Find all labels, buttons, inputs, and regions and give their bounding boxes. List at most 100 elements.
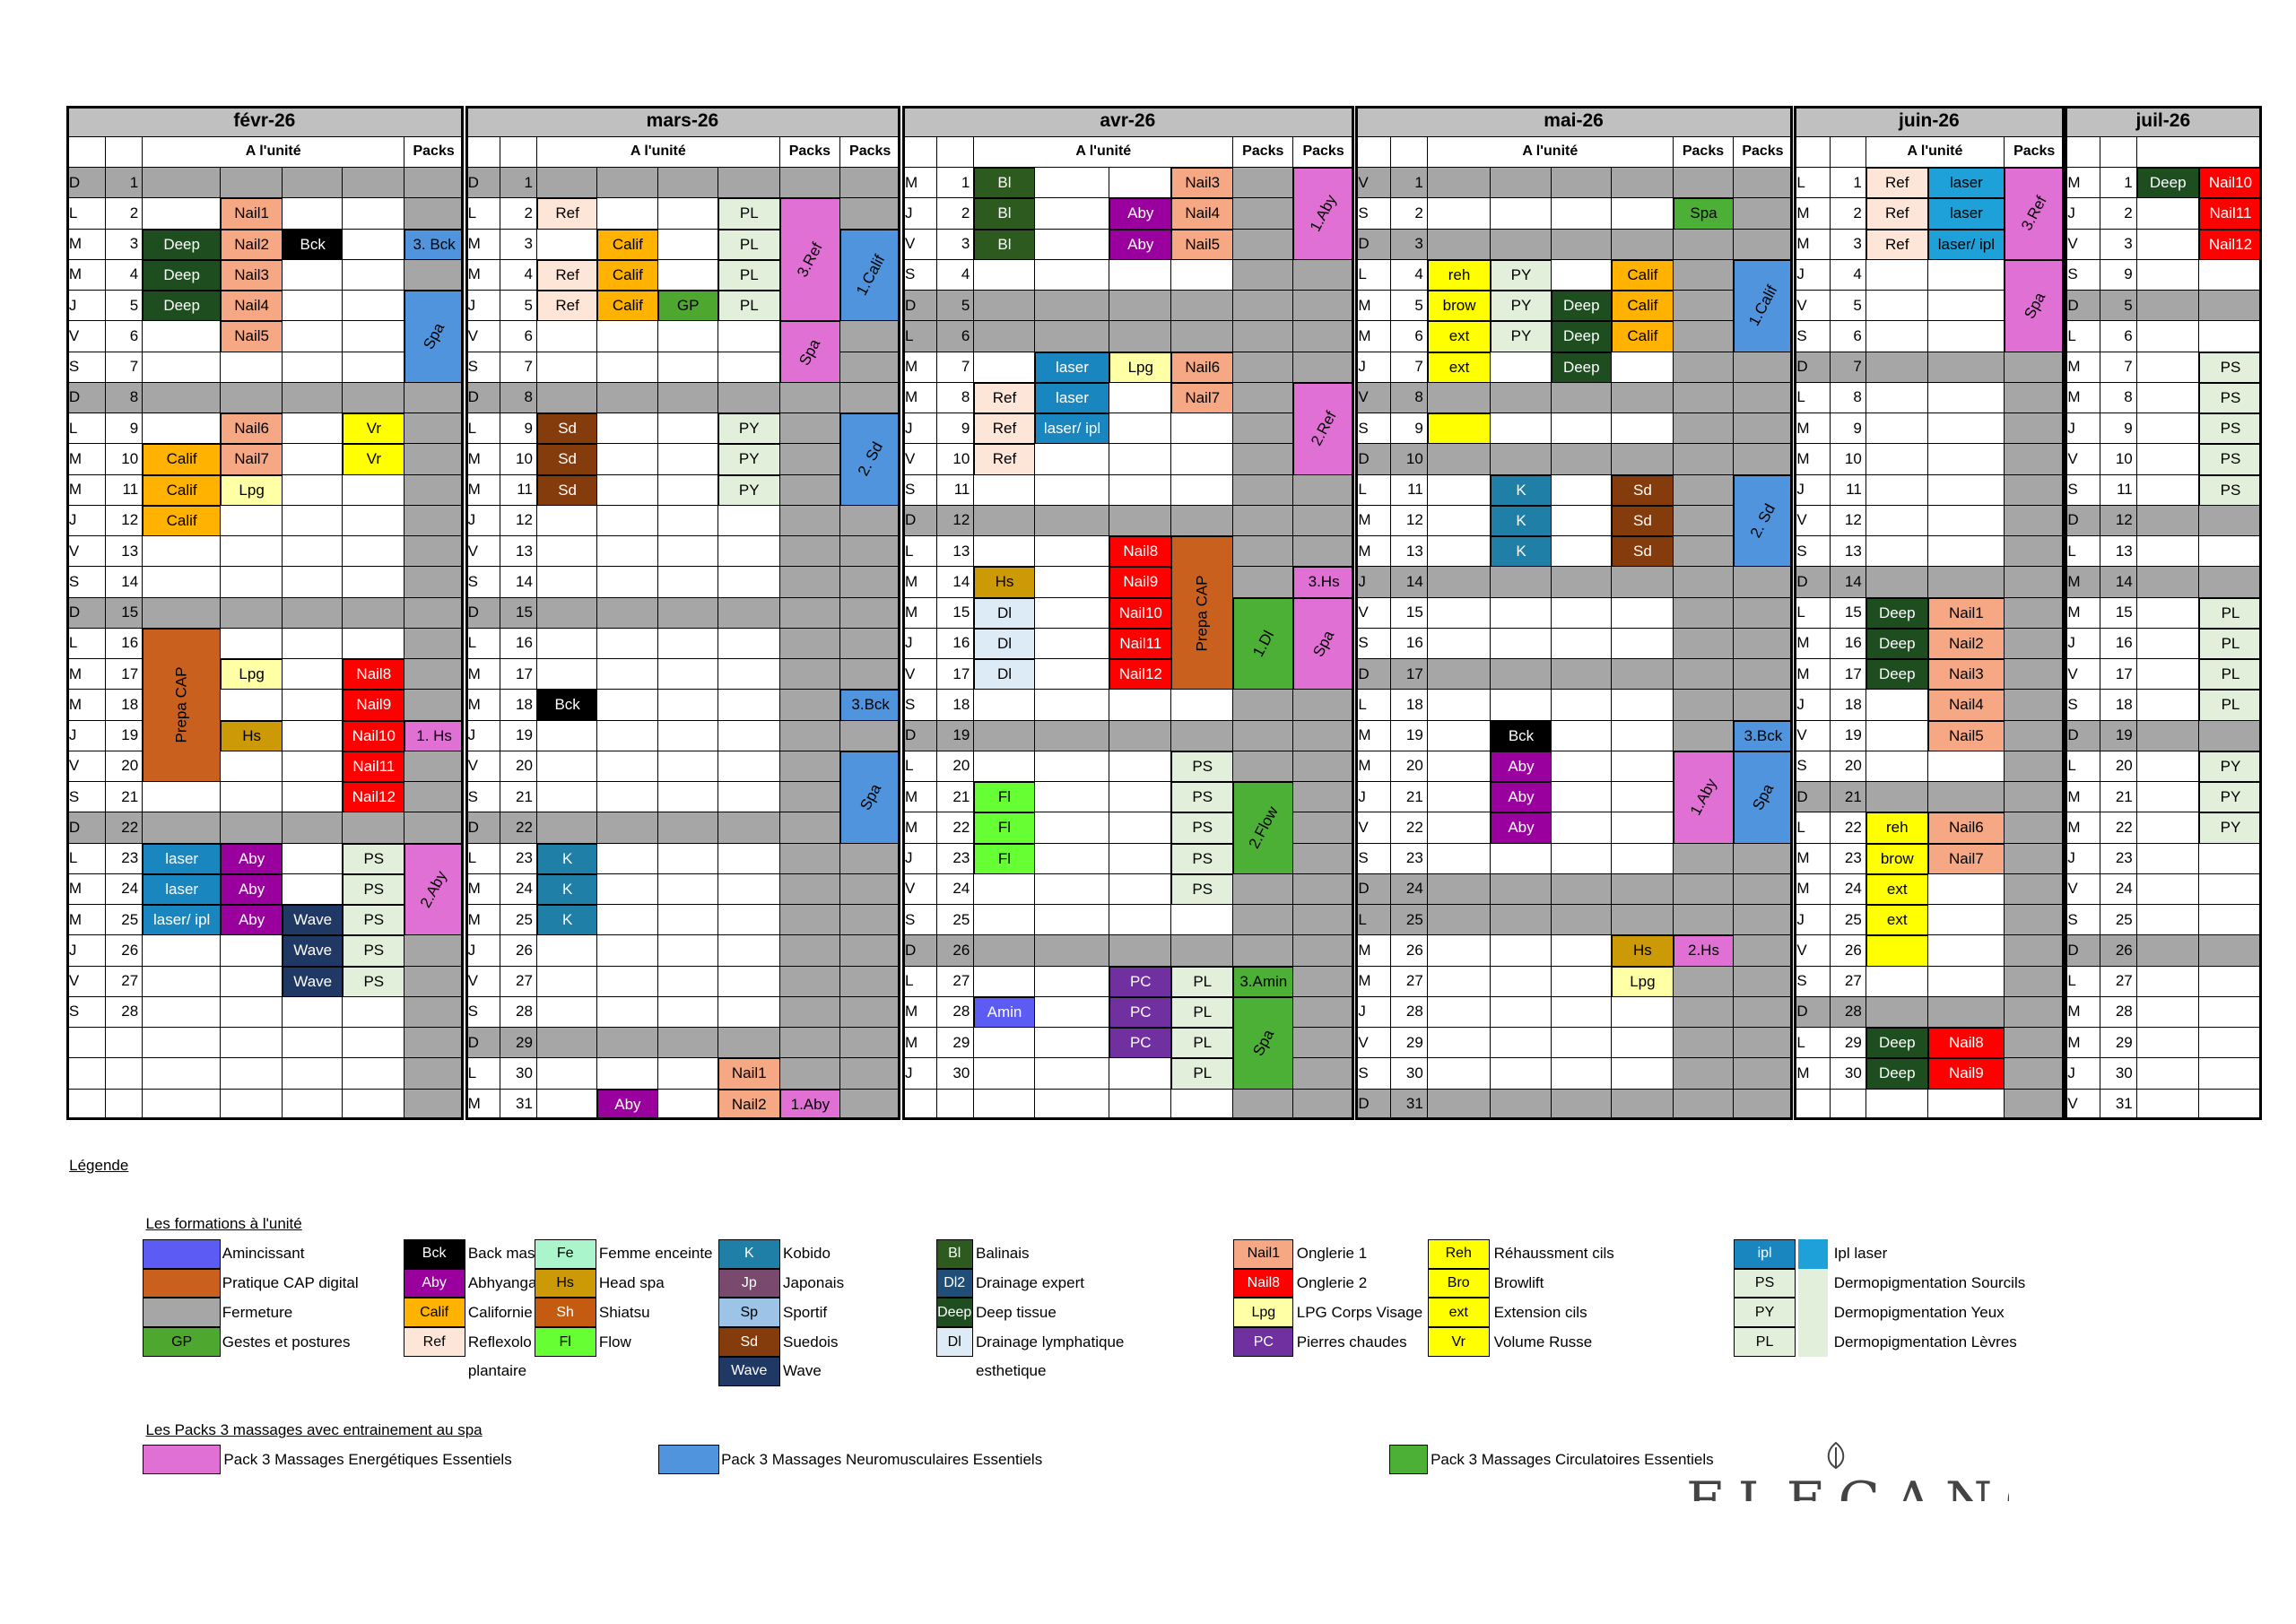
day-cell: 23 [106,843,144,874]
legend-swatch [1798,1327,1829,1358]
pack: 3. Bck [404,229,464,260]
weekday-cell: M [65,474,107,506]
legend-swatch: Fe [534,1238,596,1269]
unit-cell [143,966,222,997]
unit-cell [597,382,658,414]
day-cell: 8 [106,382,144,414]
legend-text-label: Balinais [976,1245,1030,1263]
day-number: 19 [516,726,533,744]
session-label: laser/ ipl [153,911,211,929]
weekday: J [467,726,476,744]
legend-text-label: Californie [467,1303,533,1321]
legend-text-label: esthetique [976,1362,1047,1380]
session-label: Nail8 [356,665,392,683]
legend-code: Calif [420,1304,449,1320]
pack-cell [840,536,901,568]
weekday: M [68,235,83,253]
unit-cell [283,536,344,568]
session: Wave [283,905,344,936]
weekday-cell: M [465,690,500,721]
unit-cell [657,382,718,414]
day-cell: 25 [106,905,144,936]
legend-text-label: Réhaussment cils [1493,1245,1614,1263]
legend-code: Sp [740,1304,759,1320]
day-cell: 24 [106,873,144,906]
legend-pack-swatch [143,1445,222,1475]
logo-text: ELEGANCE [1686,1471,2009,1501]
weekday: M [68,664,83,682]
weekday: S [68,572,80,590]
legend-text: Réhaussment cils [1494,1239,1715,1269]
weekday-cell: V [465,536,500,568]
unit-cell [221,168,283,199]
unit-cell [657,536,718,568]
weekday: V [68,972,80,990]
day-cell: 11 [500,474,537,506]
unit-cell [718,567,780,598]
session: Wave [283,935,344,967]
unit-cell [283,873,344,906]
legend-text-label: Pratique CAP digital [222,1273,359,1291]
day-number: 3 [129,235,139,253]
legend-swatch [1798,1298,1829,1328]
unit-cell [143,198,222,230]
weekday: M [467,235,481,253]
pack-cell [404,505,464,537]
weekday-cell: M [65,259,107,291]
legend-pack-text: Pack 3 Massages Neuromusculaires Essenti… [721,1445,1162,1474]
day-cell: 12 [500,505,537,537]
weekday: M [467,695,481,713]
day-cell: 13 [106,536,144,568]
packs-header-text: Packs [413,143,455,160]
legend-swatch: Calif [403,1298,465,1328]
day-number: 9 [129,419,139,437]
day-cell: 16 [500,628,537,660]
weekday-cell: S [65,352,107,383]
packs-header-text: Packs [788,143,831,160]
unit-cell [657,321,718,352]
pack-cell [840,628,901,660]
weekday: M [467,449,481,467]
unit-cell [597,321,658,352]
weekday: D [68,818,81,836]
legend-code: Ref [422,1333,446,1350]
session: Nail3 [221,259,283,291]
legend-code: Sd [740,1333,759,1350]
session-label: Nail4 [234,297,269,315]
day-cell: 22 [106,812,144,844]
pack-cell [404,413,464,445]
month-title-text: mars-26 [646,109,719,131]
legend-code: PS [1754,1274,1775,1290]
unit-cell [657,259,718,291]
legend-swatch: Ref [403,1327,465,1358]
weekday-cell: J [65,720,107,751]
weekday-cell: D [465,168,500,199]
day-cell: 14 [500,567,537,598]
unit-cell [283,474,344,506]
session: laser/ ipl [143,905,222,936]
legend-text-label: Volume Russe [1493,1333,1593,1350]
unit-cell [657,229,718,260]
legend-swatch: GP [143,1327,222,1358]
pack-cell [404,1028,464,1059]
unit-cell [143,1028,222,1059]
unit-cell [657,444,718,475]
pack-cell [779,474,841,506]
month-border [901,106,1354,1120]
day-cell: 10 [106,444,144,475]
legend-swatch: Dl [935,1327,973,1358]
unit-cell [718,321,780,352]
pack-cell [404,567,464,598]
day-cell: 14 [106,567,144,598]
legend-swatch: Sp [718,1298,780,1328]
weekday-cell: M [65,444,107,475]
unit-cell [536,659,598,690]
weekday-cell: J [65,291,107,322]
header-cell [106,136,144,169]
unit-header: A l'unité [143,136,405,169]
session: Nail1 [221,198,283,230]
unit-cell [283,291,344,322]
pack-cell [404,659,464,690]
session-label: Nail3 [234,265,269,283]
unit-cell [536,382,598,414]
